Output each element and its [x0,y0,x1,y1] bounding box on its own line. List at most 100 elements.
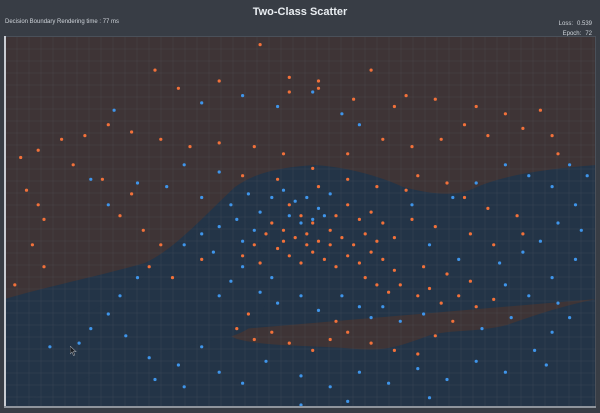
class-b-point [550,330,554,334]
class-a-point [404,188,408,192]
class-a-point [492,297,496,301]
class-a-point [357,217,361,221]
class-a-point [375,283,379,287]
class-a-point [369,210,373,214]
class-a-point [468,279,472,283]
chart-title: Two-Class Scatter [252,6,348,18]
class-a-point [281,228,286,232]
class-a-point [369,250,373,254]
class-a-point [556,152,560,156]
class-a-point [328,228,332,232]
class-a-point [299,261,303,265]
class-b-point [165,185,169,189]
class-b-point [322,214,326,218]
class-a-point [381,257,385,261]
class-b-point [252,228,256,232]
class-a-point [334,265,338,269]
class-b-point [568,316,572,320]
class-a-point [316,86,321,90]
class-a-point [375,239,379,243]
class-b-point [509,316,513,320]
class-a-point [334,319,338,323]
plot-area[interactable] [4,36,596,408]
class-b-point [311,90,315,94]
class-a-point [462,195,467,200]
class-b-point [276,104,280,109]
class-b-point [281,188,286,192]
class-a-point [252,337,256,342]
class-b-point [503,370,507,374]
class-a-point [42,265,46,269]
class-a-point [381,137,385,141]
class-b-point [211,250,215,254]
class-a-point [276,246,280,251]
class-a-point [410,145,414,149]
class-a-point [334,214,338,218]
class-b-point [503,163,507,167]
class-b-point [153,377,157,382]
class-b-point [445,377,449,382]
epoch-label: Epoch: [562,31,582,37]
class-b-point [176,363,180,367]
class-a-point [281,152,286,156]
class-a-point [299,214,303,218]
class-b-point [217,170,221,174]
class-b-point [573,257,578,261]
grid-lines [5,37,595,407]
loss-label: Loss: [558,21,573,27]
class-b-point [451,195,455,200]
class-a-point [287,203,291,207]
class-b-point [182,385,186,389]
class-b-point [135,181,140,185]
class-a-point [153,68,157,72]
class-a-point [392,348,396,352]
class-b-point [89,177,93,181]
plot-left-border [4,36,6,408]
class-b-point [217,225,221,229]
class-b-point [299,374,303,378]
class-b-point [533,348,537,352]
scatter-plot[interactable] [5,37,596,408]
class-b-point [118,294,122,298]
class-b-point [112,108,116,112]
class-b-point [538,239,543,243]
class-a-point [118,214,122,218]
class-b-point [328,385,332,389]
class-b-point [229,279,233,283]
class-b-point [346,399,350,403]
class-a-point [264,232,268,236]
class-a-point [468,232,472,236]
class-a-point [246,312,250,316]
class-b-point [287,214,291,218]
class-b-point [182,243,186,247]
class-b-point [217,370,221,374]
class-b-point [200,232,204,236]
class-a-point [352,97,356,101]
class-a-point [538,108,543,112]
class-b-point [305,195,309,200]
class-b-point [241,239,245,243]
class-a-point [60,137,64,141]
class-a-point [42,217,46,221]
class-b-point [270,195,274,200]
class-a-point [381,221,385,225]
training-stats: Loss: 0.539 Epoch: 72 [559,19,592,39]
class-a-point [422,265,426,269]
class-a-point [398,283,402,287]
class-a-point [416,294,420,298]
plot-bottom-border [4,406,596,408]
class-a-point [445,272,449,276]
class-b-point [579,228,583,232]
class-a-point [270,330,274,334]
class-a-point [241,174,245,178]
class-b-point [369,316,373,320]
class-a-point [159,137,163,141]
class-b-point [276,301,280,305]
class-a-point [363,232,367,236]
class-b-point [521,250,525,254]
class-b-point [340,294,344,298]
class-b-point [550,185,554,189]
class-a-point [363,276,367,280]
class-a-point [13,283,17,287]
class-b-points [48,90,589,407]
